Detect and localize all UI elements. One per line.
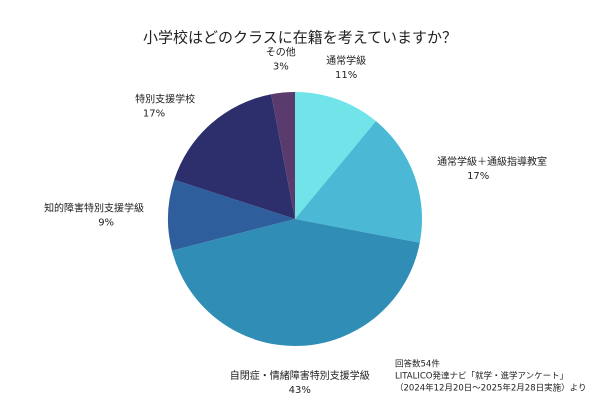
pie-slice (171, 219, 420, 346)
slice-label: 通常学級＋通級指導教室 (437, 155, 547, 168)
value-label: 17% (143, 109, 165, 120)
value-label: 11% (335, 70, 357, 81)
value-label: 43% (289, 385, 311, 396)
note: （2024年12月20日～2025年2月28日実施）より (395, 383, 586, 394)
pie-slice (295, 121, 422, 243)
value-label: 3% (273, 62, 289, 73)
value-label: 9% (98, 217, 114, 228)
slice-label: 自閉症・情緒障害特別支援学級 (230, 369, 370, 382)
pie-slice (174, 94, 295, 219)
pie-slice (168, 179, 295, 251)
pie-slice (271, 92, 295, 219)
slice-label: 知的障害特別支援学級 (44, 201, 144, 214)
slice-label: 特別支援学校 (135, 93, 195, 106)
note: 回答数54件 (395, 359, 440, 370)
note: LITALICO発達ナビ「就学・進学アンケート」 (395, 371, 568, 382)
slice-label: 通常学級 (326, 54, 366, 67)
slice-label: その他 (266, 46, 296, 59)
value-label: 17% (467, 171, 489, 182)
pie-slice (295, 92, 376, 219)
chart-title: 小学校はどのクラスに在籍を考えていますか？ (143, 29, 457, 47)
